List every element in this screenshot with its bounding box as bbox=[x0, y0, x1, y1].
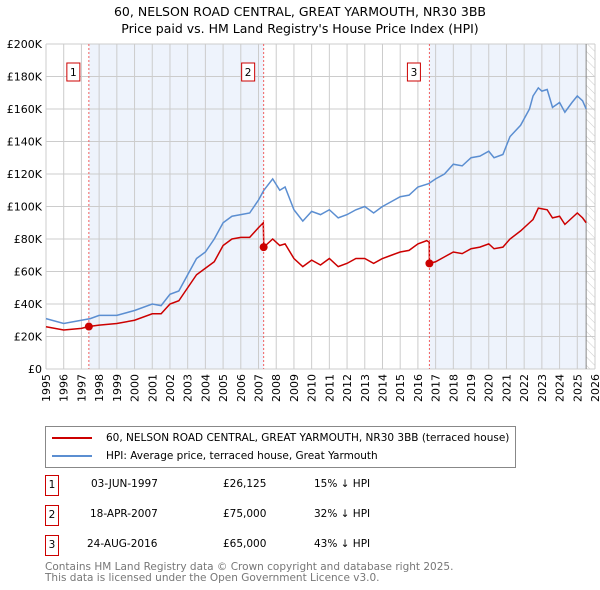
x-tick-label: 2006 bbox=[235, 374, 248, 402]
legend-swatch-property bbox=[52, 437, 92, 439]
x-tick-label: 2023 bbox=[536, 374, 549, 402]
sale-hpi-diff: 43% ↓ HPI bbox=[314, 538, 371, 550]
sale-label-box bbox=[66, 62, 81, 82]
x-tick-label: 2011 bbox=[323, 374, 336, 402]
x-tick-label: 2005 bbox=[217, 374, 230, 402]
sale-hpi-diff: 32% ↓ HPI bbox=[314, 508, 371, 520]
sale-price: £75,000 bbox=[223, 508, 267, 520]
price-chart: 1995 1996 1997 1998 1999 2000 2001 2002 2003 2004… bbox=[7, 38, 600, 402]
x-tick-label: 2012 bbox=[341, 374, 354, 402]
x-tick-label: 2022 bbox=[518, 374, 531, 402]
x-tick-label: 2003 bbox=[182, 374, 195, 402]
x-tick-label: 2015 bbox=[394, 374, 407, 402]
x-tick-label: 1995 bbox=[40, 374, 53, 402]
sale-label: 1 bbox=[70, 67, 77, 79]
x-tick-label: 2016 bbox=[412, 374, 425, 402]
sale-price: £65,000 bbox=[223, 538, 267, 550]
x-tick-label: 1998 bbox=[93, 374, 106, 402]
legend-label-hpi: HPI: Average price, terraced house, Grea… bbox=[106, 450, 378, 462]
hpi-line bbox=[45, 86, 587, 325]
x-tick-label: 2025 bbox=[571, 374, 584, 402]
sale-price: £26,125 bbox=[223, 478, 267, 490]
footer-copyright: Contains HM Land Registry data © Crown c… bbox=[45, 561, 454, 573]
property-price-line bbox=[45, 207, 587, 331]
x-tick-label: 2017 bbox=[430, 374, 443, 402]
sale-marker-badge: 2 bbox=[45, 505, 59, 526]
y-tick-label: £40K bbox=[14, 298, 43, 311]
x-tick-label: 2018 bbox=[447, 374, 460, 402]
y-tick-label: £80K bbox=[14, 233, 43, 246]
sale-point bbox=[259, 243, 268, 252]
y-tick-label: £120K bbox=[7, 168, 43, 181]
y-tick-label: £20K bbox=[14, 331, 43, 344]
x-tick-label: 2000 bbox=[129, 374, 142, 402]
x-tick-label: 2021 bbox=[500, 374, 513, 402]
chart-title: 60, NELSON ROAD CENTRAL, GREAT YARMOUTH,… bbox=[113, 4, 486, 19]
y-tick-label: £200K bbox=[7, 38, 43, 51]
legend-label-property: 60, NELSON ROAD CENTRAL, GREAT YARMOUTH,… bbox=[106, 432, 510, 444]
x-tick-label: 1999 bbox=[111, 374, 124, 402]
x-tick-label: 2014 bbox=[376, 374, 389, 402]
sale-date: 03-JUN-1997 bbox=[91, 478, 158, 490]
footer-licence: This data is licensed under the Open Gov… bbox=[45, 572, 380, 584]
x-tick-label: 1996 bbox=[58, 374, 71, 402]
y-tick-label: £160K bbox=[7, 103, 43, 116]
sale-marker-badge: 1 bbox=[45, 475, 59, 496]
sale-hpi-diff: 15% ↓ HPI bbox=[314, 478, 371, 490]
x-tick-label: 2010 bbox=[306, 374, 319, 402]
x-tick-label: 2008 bbox=[270, 374, 283, 402]
x-tick-label: 1997 bbox=[75, 374, 88, 402]
sale-date: 24-AUG-2016 bbox=[87, 538, 158, 550]
sale-label-box bbox=[406, 62, 421, 82]
sale-row: 1 03-JUN-1997 £26,125 15% ↓ HPI bbox=[45, 475, 465, 496]
sale-row: 2 18-APR-2007 £75,000 32% ↓ HPI bbox=[45, 505, 465, 526]
x-tick-label: 2026 bbox=[589, 374, 600, 402]
sale-point bbox=[425, 259, 434, 268]
y-tick-label: £100K bbox=[7, 201, 43, 214]
x-tick-label: 2007 bbox=[253, 374, 266, 402]
y-tick-label: £180K bbox=[7, 71, 43, 84]
x-tick-label: 2009 bbox=[288, 374, 301, 402]
sale-date: 18-APR-2007 bbox=[90, 508, 158, 520]
x-tick-label: 2013 bbox=[359, 374, 372, 402]
sale-point bbox=[84, 322, 93, 331]
legend: 60, NELSON ROAD CENTRAL, GREAT YARMOUTH,… bbox=[45, 426, 516, 468]
chart-subtitle: Price paid vs. HM Land Registry's House … bbox=[121, 21, 479, 36]
footer: Contains HM Land Registry data © Crown c… bbox=[45, 562, 453, 584]
legend-swatch-hpi bbox=[52, 455, 92, 457]
sale-label: 2 bbox=[245, 67, 252, 79]
y-tick-label: £0 bbox=[28, 363, 42, 376]
x-tick-label: 2020 bbox=[483, 374, 496, 402]
sale-label-box bbox=[241, 62, 256, 82]
y-tick-label: £60K bbox=[14, 266, 43, 279]
x-tick-label: 2024 bbox=[554, 374, 567, 402]
x-tick-label: 2019 bbox=[465, 374, 478, 402]
x-tick-label: 2004 bbox=[199, 374, 212, 402]
y-tick-label: £140K bbox=[7, 136, 43, 149]
x-tick-label: 2001 bbox=[146, 374, 159, 402]
x-tick-label: 2002 bbox=[164, 374, 177, 402]
sale-row: 3 24-AUG-2016 £65,000 43% ↓ HPI bbox=[45, 535, 465, 556]
sale-label: 3 bbox=[411, 67, 418, 79]
sale-marker-badge: 3 bbox=[45, 535, 59, 556]
